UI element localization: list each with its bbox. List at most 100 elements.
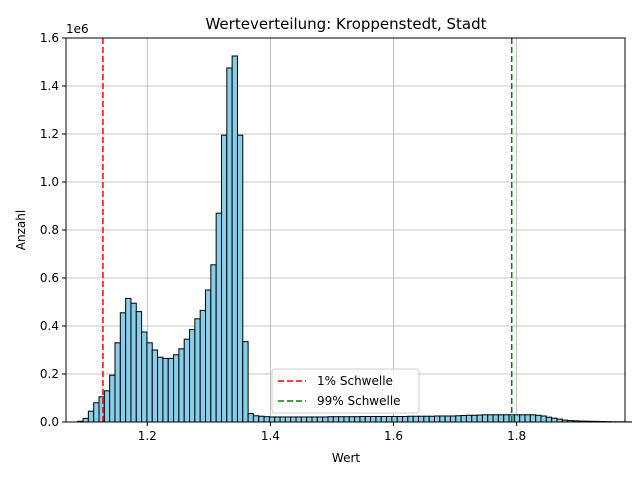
histogram-bar	[279, 416, 286, 423]
x-axis-label: Wert	[332, 451, 360, 465]
histogram-bar	[465, 414, 473, 423]
histogram-bar	[82, 417, 89, 423]
histogram-bar	[231, 55, 238, 423]
histogram-bar	[524, 414, 531, 423]
x-tick-label: 1.8	[507, 429, 526, 443]
y-tick-label: 0.8	[40, 223, 59, 237]
histogram-bar	[316, 416, 324, 423]
histogram-bar	[236, 134, 244, 423]
histogram-bar	[183, 338, 191, 423]
histogram-bar	[119, 312, 127, 423]
legend: 1% Schwelle 99% Schwelle	[271, 368, 420, 414]
histogram-bar	[215, 212, 222, 423]
histogram-bar	[141, 331, 148, 423]
histogram-bar	[130, 302, 137, 423]
histogram-bar	[535, 414, 542, 423]
y-tick-label: 1.6	[40, 31, 59, 45]
histogram-bar	[402, 415, 409, 423]
histogram-bar	[125, 297, 132, 423]
histogram-bar	[364, 415, 372, 423]
histogram-bar	[375, 415, 382, 423]
histogram-bar	[93, 402, 100, 423]
histogram-bar	[220, 134, 228, 423]
y-tick-label: 1.0	[40, 175, 59, 189]
histogram-bar	[343, 416, 350, 423]
histogram-bar	[322, 416, 329, 423]
chart-title: Werteverteilung: Kroppenstedt, Stadt	[205, 15, 486, 33]
threshold-lines	[102, 38, 513, 422]
histogram-bar	[87, 410, 95, 423]
histogram-bar	[242, 341, 249, 423]
histogram-bar	[396, 415, 404, 423]
histogram-bar	[205, 289, 212, 423]
histogram-bar	[540, 415, 547, 423]
y-tick-label: 1.2	[40, 127, 59, 141]
y-axis-label: Anzahl	[14, 210, 28, 250]
y-tick-label: 0.4	[40, 319, 59, 333]
histogram-bar	[513, 414, 521, 423]
histogram-bar	[162, 357, 169, 423]
histogram-bar	[439, 415, 446, 423]
histogram-bar	[178, 348, 185, 423]
histogram-bar	[146, 342, 153, 423]
histogram-bar	[194, 318, 201, 423]
histogram-bar	[199, 309, 207, 423]
y-tick-label: 0.0	[40, 415, 59, 429]
y-tick-label: 0.6	[40, 271, 59, 285]
histogram-bar	[338, 416, 345, 423]
grid-lines	[66, 37, 625, 423]
histogram-bar	[258, 415, 265, 423]
histogram-bar	[471, 414, 478, 423]
histogram-bar	[412, 415, 420, 423]
histogram-bar	[380, 415, 388, 423]
histogram-bar	[274, 416, 281, 423]
histogram-bar	[455, 415, 462, 423]
y-tick-label: 1.4	[40, 79, 59, 93]
histogram-bar	[449, 415, 457, 423]
histogram-bar	[444, 415, 451, 423]
histogram-bar	[284, 416, 292, 423]
histogram-bar	[189, 329, 196, 423]
histogram-bar	[391, 415, 398, 423]
histogram-bar	[151, 349, 159, 423]
histogram-bar	[332, 416, 340, 423]
histogram-bar	[135, 311, 143, 423]
histogram-bar	[492, 414, 499, 423]
histogram-bar	[252, 415, 260, 423]
legend-label: 1% Schwelle	[317, 374, 393, 388]
histogram-bar	[428, 415, 435, 423]
histogram-bar	[311, 416, 318, 423]
histogram-bar	[481, 414, 489, 423]
histogram-bar	[167, 357, 175, 423]
histogram-bar	[226, 67, 233, 423]
histogram-bar	[386, 415, 393, 423]
histogram-bar	[348, 416, 356, 423]
x-tick-label: 1.4	[261, 429, 280, 443]
histogram-bar	[327, 416, 334, 423]
x-tick-label: 1.2	[138, 429, 157, 443]
histogram-bar	[418, 415, 425, 423]
histogram-bar	[423, 415, 430, 423]
x-tick-label: 1.6	[384, 429, 403, 443]
histogram-bar	[114, 342, 121, 423]
histogram-bar	[476, 414, 483, 423]
histogram-bar	[268, 416, 276, 423]
histogram-bar	[109, 374, 116, 423]
histogram-bar	[497, 414, 505, 423]
histogram-bar	[354, 416, 361, 423]
histogram-bar	[295, 416, 302, 423]
histogram-bar	[433, 415, 441, 423]
histogram-bar	[359, 415, 366, 423]
histogram-bar	[370, 415, 377, 423]
histogram-bar	[210, 264, 217, 423]
histogram-bar	[551, 417, 558, 423]
histogram-bar	[407, 415, 414, 423]
histogram-bar	[529, 414, 537, 423]
histogram-bar	[487, 414, 494, 423]
histogram-bar	[173, 354, 180, 423]
axis-ticks: 1.2 1.4 1.6 1.8 0.0 0.2 0.4 0.6 0.8 1.0 1.2 1.4 1.6	[40, 31, 526, 443]
histogram-bar	[103, 390, 111, 423]
histogram-bar	[300, 416, 308, 423]
histogram-bar	[519, 414, 526, 423]
